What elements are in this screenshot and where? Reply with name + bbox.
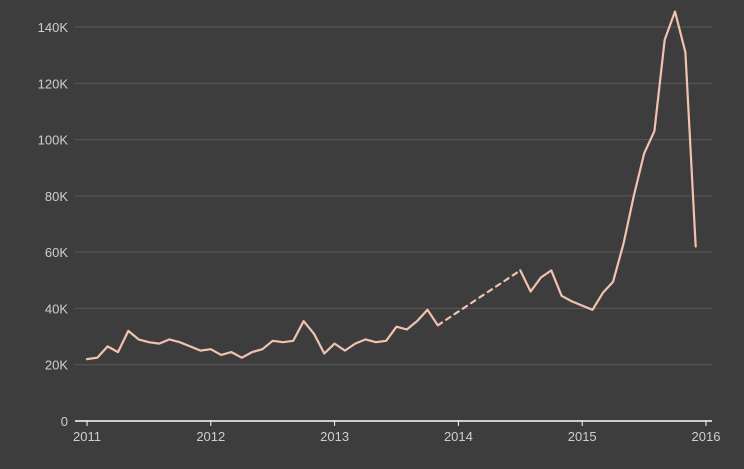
data-point bbox=[375, 341, 377, 343]
data-point bbox=[230, 351, 232, 353]
data-point bbox=[261, 348, 263, 350]
data-point bbox=[416, 320, 418, 322]
x-tick-label: 2011 bbox=[73, 429, 101, 444]
y-tick-label: 100K bbox=[38, 133, 69, 148]
x-tick-label: 2016 bbox=[692, 429, 721, 444]
data-point bbox=[695, 245, 697, 248]
data-point bbox=[395, 326, 398, 328]
x-tick-label: 2014 bbox=[444, 429, 473, 444]
data-point bbox=[550, 269, 552, 271]
data-point bbox=[684, 51, 687, 53]
data-point bbox=[365, 338, 367, 340]
data-point bbox=[292, 340, 294, 342]
y-tick-label: 120K bbox=[38, 76, 69, 91]
y-tick-label: 60K bbox=[45, 245, 68, 260]
data-point bbox=[313, 333, 315, 335]
data-point bbox=[643, 153, 645, 155]
x-tick-label: 2015 bbox=[568, 429, 597, 444]
data-point bbox=[168, 338, 171, 340]
data-point bbox=[612, 281, 614, 283]
data-point bbox=[581, 305, 583, 307]
data-point bbox=[561, 295, 563, 297]
y-axis-ticks: 0 20K 40K 60K 80K 100K 120K 140K bbox=[38, 20, 69, 429]
data-point bbox=[303, 320, 305, 322]
y-tick-label: 0 bbox=[61, 414, 68, 429]
data-point bbox=[127, 330, 129, 332]
data-point bbox=[602, 292, 604, 294]
data-point bbox=[210, 348, 212, 350]
data-point bbox=[530, 290, 532, 293]
data-point bbox=[633, 195, 635, 197]
series-line-dashed bbox=[436, 269, 522, 327]
data-point bbox=[138, 338, 140, 340]
y-tick-label: 140K bbox=[38, 20, 69, 35]
data-point bbox=[385, 340, 387, 342]
data-point bbox=[406, 328, 408, 331]
series-lines bbox=[85, 10, 697, 361]
data-point bbox=[282, 341, 284, 343]
data-point bbox=[117, 351, 119, 353]
data-point bbox=[571, 300, 573, 302]
data-point bbox=[199, 350, 202, 352]
data-point bbox=[664, 39, 666, 41]
series-line bbox=[85, 308, 439, 361]
data-point bbox=[540, 276, 542, 279]
data-point bbox=[86, 358, 88, 360]
data-point bbox=[148, 341, 150, 343]
data-point bbox=[426, 309, 429, 311]
data-point bbox=[323, 352, 325, 355]
data-point bbox=[437, 324, 439, 326]
data-point bbox=[158, 343, 160, 345]
data-point bbox=[344, 350, 346, 352]
data-point bbox=[179, 341, 181, 343]
data-point bbox=[96, 357, 98, 359]
data-point bbox=[674, 10, 676, 13]
x-tick-label: 2013 bbox=[320, 429, 349, 444]
y-tick-label: 20K bbox=[45, 358, 68, 373]
data-point bbox=[241, 357, 243, 359]
y-tick-label: 80K bbox=[45, 189, 68, 204]
data-point bbox=[519, 269, 521, 271]
y-tick-label: 40K bbox=[45, 301, 68, 316]
gridlines bbox=[75, 26, 712, 422]
data-point bbox=[334, 343, 336, 345]
data-point bbox=[653, 130, 656, 132]
x-tick-label: 2012 bbox=[196, 429, 225, 444]
series-line bbox=[519, 10, 697, 311]
data-point bbox=[591, 309, 594, 311]
data-point bbox=[189, 345, 191, 347]
data-point bbox=[622, 243, 625, 245]
data-point bbox=[272, 340, 274, 342]
data-point bbox=[251, 351, 253, 353]
data-point bbox=[220, 354, 222, 356]
x-axis-ticks: 2011 2012 2013 2014 2015 2016 bbox=[73, 421, 720, 444]
data-point bbox=[354, 343, 356, 345]
data-point bbox=[107, 345, 109, 347]
